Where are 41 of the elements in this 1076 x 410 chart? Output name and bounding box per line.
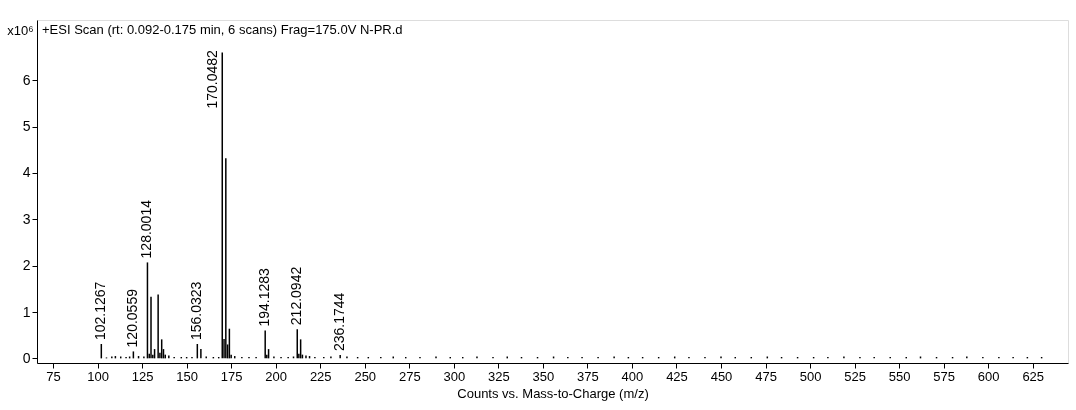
- y-tick-label: 6: [22, 71, 31, 88]
- x-tick-label: 225: [309, 368, 332, 384]
- y-tick-label: 5: [22, 118, 31, 135]
- x-tick-label: 475: [755, 368, 777, 384]
- x-tick-label: 150: [176, 368, 198, 384]
- annotation: 170.0482: [204, 50, 221, 109]
- y-axis-title: x10⁶: [7, 22, 34, 38]
- x-tick-label: 75: [46, 368, 61, 384]
- x-tick-label: 250: [354, 368, 377, 384]
- x-tick-label: 500: [799, 368, 822, 384]
- x-tick-label: 600: [977, 368, 1000, 384]
- x-tick-label: 450: [710, 368, 733, 384]
- x-tick-label: 125: [131, 368, 154, 384]
- y-tick-label: 2: [22, 257, 31, 274]
- x-tick-label: 175: [220, 368, 243, 384]
- annotation: 194.1283: [256, 267, 273, 327]
- x-tick-label: 100: [87, 368, 109, 384]
- annotation: 128.0014: [138, 199, 155, 259]
- annotation: 236.1744: [331, 292, 348, 352]
- y-tick-label: 1: [22, 303, 31, 320]
- annotation: 120.0559: [124, 288, 141, 348]
- x-axis-title: Counts vs. Mass-to-Charge (m/z): [457, 385, 649, 401]
- x-tick-label: 375: [577, 368, 599, 384]
- x-tick-label: 400: [621, 368, 644, 384]
- y-tick-label: 0: [22, 349, 31, 366]
- x-tick-label: 550: [888, 368, 911, 384]
- x-tick-label: 200: [265, 368, 288, 384]
- y-tick-label: 4: [22, 164, 31, 181]
- annotation: 212.0942: [288, 266, 305, 326]
- x-tick-label: 625: [1022, 368, 1045, 384]
- y-tick-label: 3: [22, 210, 31, 227]
- x-tick-label: 425: [666, 368, 688, 384]
- chart-title: +ESI Scan (rt: 0.092-0.175 min, 6 scans) Frag=175.0V N-PR.d: [42, 22, 403, 37]
- x-tick-label: 275: [398, 368, 421, 384]
- x-tick-label: 525: [844, 368, 866, 384]
- x-tick-label: 350: [532, 368, 555, 384]
- x-tick-label: 575: [933, 368, 956, 384]
- x-tick-label: 300: [443, 368, 466, 384]
- annotation: 156.0323: [188, 281, 205, 340]
- x-tick-label: 325: [488, 368, 510, 384]
- annotation: 102.1267: [92, 281, 109, 340]
